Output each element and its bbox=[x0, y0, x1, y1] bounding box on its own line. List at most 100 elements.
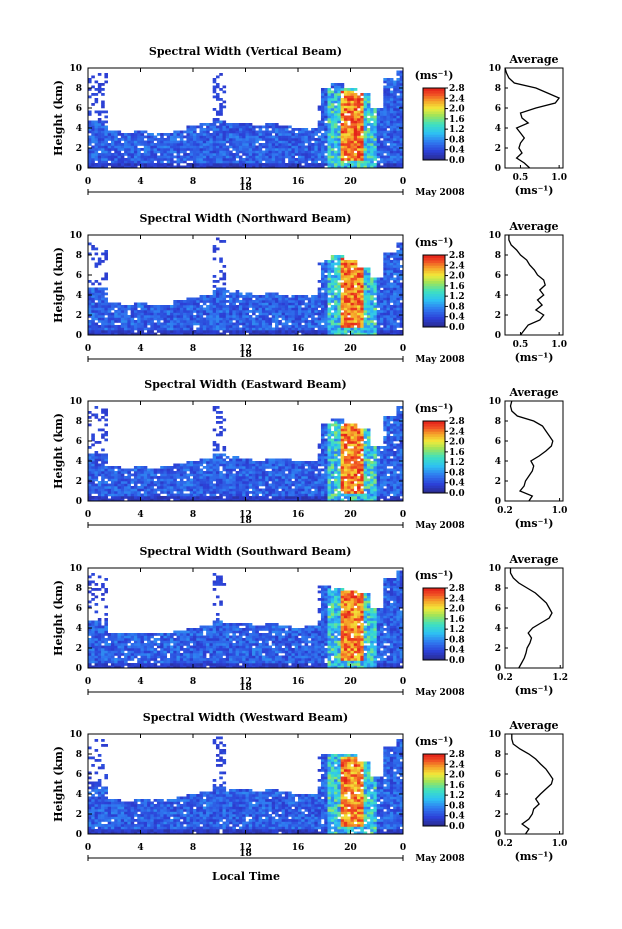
average-x-label: (ms⁻¹) bbox=[515, 184, 554, 197]
heatmap-cell bbox=[150, 478, 154, 482]
heatmap-cell bbox=[150, 483, 154, 487]
heatmap-cell bbox=[366, 118, 371, 121]
heatmap-cell bbox=[232, 297, 236, 301]
heatmap-cell bbox=[357, 95, 361, 99]
heatmap-cell bbox=[334, 138, 338, 141]
heatmap-cell bbox=[393, 282, 397, 286]
heatmap-cell bbox=[163, 483, 168, 487]
heatmap-cell bbox=[245, 310, 250, 313]
heatmap-cell bbox=[275, 496, 279, 499]
heatmap-cell bbox=[265, 498, 269, 502]
heatmap-cell bbox=[393, 310, 397, 313]
heatmap-cell bbox=[209, 153, 213, 156]
heatmap-cell bbox=[222, 163, 227, 166]
heatmap-cell bbox=[255, 468, 259, 472]
heatmap-cell bbox=[88, 290, 92, 293]
heatmap-cell bbox=[229, 461, 233, 464]
heatmap-cell bbox=[222, 265, 227, 268]
heatmap-cell bbox=[107, 145, 112, 149]
heatmap-cell bbox=[370, 317, 374, 321]
heatmap-cell bbox=[340, 322, 345, 326]
heatmap-cell bbox=[94, 297, 99, 301]
colorbar-segment bbox=[423, 118, 445, 122]
heatmap-cell bbox=[304, 153, 309, 156]
heatmap-cell bbox=[235, 458, 240, 462]
heatmap-cell bbox=[307, 305, 312, 308]
heatmap-cell bbox=[215, 456, 220, 459]
heatmap-cell bbox=[137, 153, 141, 156]
heatmap-cell bbox=[360, 275, 364, 278]
heatmap-cell bbox=[215, 155, 220, 159]
heatmap-cell bbox=[294, 305, 299, 308]
heatmap-cell bbox=[288, 317, 292, 321]
heatmap-cell bbox=[193, 498, 197, 502]
heatmap-cell bbox=[311, 145, 315, 149]
heatmap-cell bbox=[101, 325, 105, 328]
heatmap-cell bbox=[252, 155, 256, 159]
heatmap-cell bbox=[261, 325, 266, 328]
heatmap-cell bbox=[235, 481, 240, 484]
heatmap-cell bbox=[307, 310, 312, 313]
heatmap-cell bbox=[110, 478, 115, 482]
heatmap-cell bbox=[212, 483, 217, 487]
heatmap-cell bbox=[357, 158, 361, 161]
heatmap-cell bbox=[101, 128, 105, 131]
heatmap-cell bbox=[366, 297, 371, 301]
heatmap-cell bbox=[294, 153, 299, 156]
heatmap-cell bbox=[350, 153, 355, 156]
heatmap-cell bbox=[120, 315, 125, 318]
heatmap-cell bbox=[258, 135, 263, 139]
heatmap-cell bbox=[386, 265, 391, 268]
heatmap-cell bbox=[238, 476, 243, 479]
heatmap-cell bbox=[386, 160, 391, 164]
heatmap-cell bbox=[209, 128, 213, 131]
heatmap-cell bbox=[232, 153, 236, 156]
heatmap-cell bbox=[133, 478, 138, 482]
heatmap-cell bbox=[206, 486, 210, 489]
heatmap-cell bbox=[97, 302, 102, 306]
heatmap-cell bbox=[232, 160, 236, 164]
heatmap-cell bbox=[327, 310, 332, 313]
heatmap-cell bbox=[275, 483, 279, 487]
heatmap-cell bbox=[363, 128, 368, 131]
heatmap-cell bbox=[383, 100, 387, 104]
heatmap-cell bbox=[376, 330, 381, 333]
heatmap-cell bbox=[386, 138, 391, 141]
colorbar-segment bbox=[423, 100, 445, 104]
heatmap-cell bbox=[209, 498, 213, 502]
heatmap-cell bbox=[294, 473, 299, 477]
heatmap-cell bbox=[376, 312, 381, 316]
heatmap-cell bbox=[393, 123, 397, 126]
heatmap-cell bbox=[147, 133, 151, 136]
heatmap-cell bbox=[278, 486, 282, 489]
heatmap-cell bbox=[245, 125, 250, 129]
heatmap-cell bbox=[307, 320, 312, 323]
heatmap-cell bbox=[206, 471, 210, 474]
heatmap-cell bbox=[252, 491, 256, 494]
heatmap-cell bbox=[317, 135, 322, 139]
heatmap-cell bbox=[209, 123, 213, 126]
heatmap-cell bbox=[294, 150, 299, 154]
heatmap-cell bbox=[140, 478, 145, 482]
heatmap-cell bbox=[229, 153, 233, 156]
heatmap-cell bbox=[186, 330, 191, 333]
heatmap-cell bbox=[393, 322, 397, 326]
heatmap-cell bbox=[219, 317, 223, 321]
heatmap-cell bbox=[370, 322, 374, 326]
heatmap-cell bbox=[248, 468, 253, 472]
heatmap-cell bbox=[94, 148, 99, 151]
heatmap-cell bbox=[376, 140, 381, 144]
heatmap-cell bbox=[133, 488, 138, 492]
heatmap-cell bbox=[291, 493, 296, 497]
heatmap-cell bbox=[376, 317, 381, 321]
heatmap-cell bbox=[317, 130, 322, 134]
heatmap-cell bbox=[229, 138, 233, 141]
heatmap-cell bbox=[255, 130, 259, 134]
date-marker: 18 bbox=[239, 183, 252, 193]
heatmap-cell bbox=[255, 327, 259, 331]
heatmap-cell bbox=[206, 145, 210, 149]
heatmap-cell bbox=[320, 320, 325, 323]
heatmap-cell bbox=[288, 473, 292, 477]
heatmap-cell bbox=[320, 305, 325, 308]
heatmap-cell bbox=[229, 320, 233, 323]
